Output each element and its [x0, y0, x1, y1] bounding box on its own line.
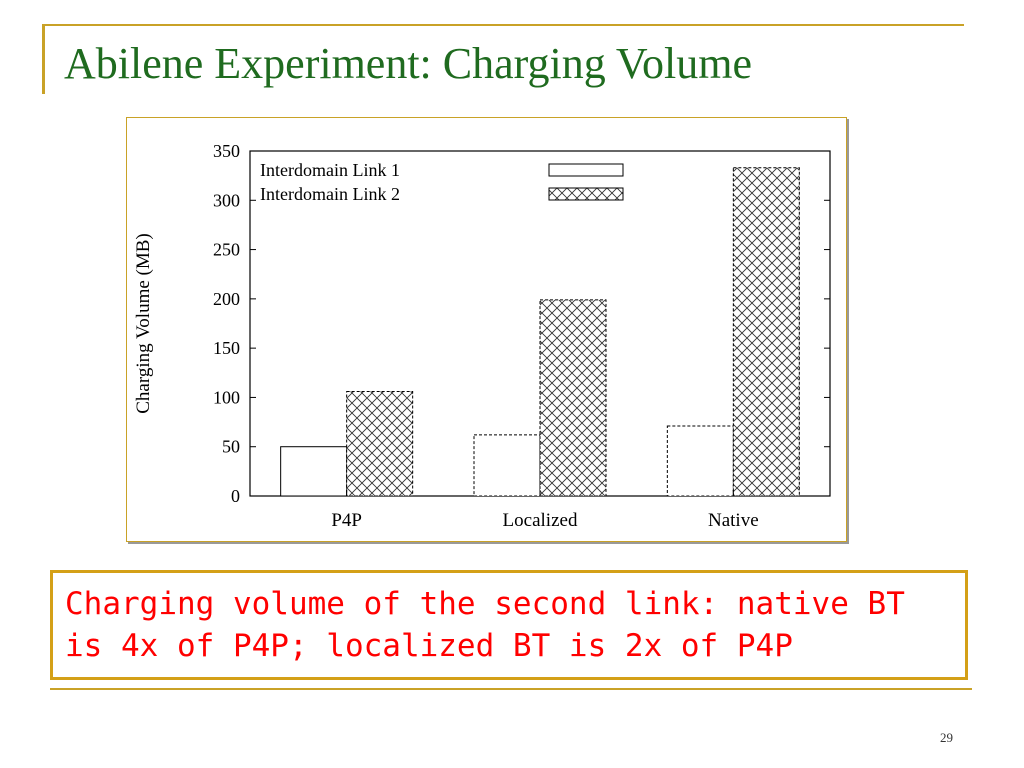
legend-label: Interdomain Link 2	[260, 184, 400, 204]
bar	[280, 446, 348, 497]
top-rule	[42, 24, 964, 26]
y-tick-label: 0	[231, 486, 240, 506]
legend-swatch	[548, 187, 624, 201]
x-tick-label: Localized	[503, 510, 578, 531]
legend-swatch	[548, 163, 624, 177]
bottom-rule	[50, 688, 972, 690]
y-tick-label: 50	[222, 437, 240, 457]
bar-chart: 0 50 100 150 200 250 300 350 Charging Volume (MB…	[133, 141, 831, 531]
summary-text: Charging volume of the second link: nati…	[65, 586, 905, 664]
left-rule	[42, 24, 45, 94]
y-tick-label: 100	[213, 387, 240, 407]
y-axis-label: Charging Volume (MB)	[133, 233, 154, 414]
bar	[473, 434, 541, 497]
bar	[666, 425, 734, 497]
page-number: 29	[940, 730, 953, 745]
y-tick-label: 150	[213, 338, 240, 358]
page-title: Abilene Experiment: Charging Volume	[64, 39, 753, 88]
chart-frame: 0 50 100 150 200 250 300 350 Charging Volume (MB…	[126, 117, 847, 542]
y-tick-label: 250	[213, 240, 240, 260]
x-tick-label: Native	[708, 510, 759, 531]
bar	[539, 299, 607, 497]
y-tick-label: 200	[213, 289, 240, 309]
y-tick-label: 350	[213, 141, 240, 161]
y-tick-label: 300	[213, 190, 240, 210]
bar	[732, 167, 800, 497]
summary-callout: Charging volume of the second link: nati…	[50, 570, 968, 680]
x-tick-label: P4P	[331, 510, 362, 531]
legend-label: Interdomain Link 1	[260, 160, 400, 180]
bar	[346, 391, 414, 497]
